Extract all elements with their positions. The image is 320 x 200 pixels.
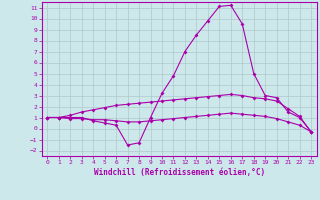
X-axis label: Windchill (Refroidissement éolien,°C): Windchill (Refroidissement éolien,°C) — [94, 168, 265, 177]
